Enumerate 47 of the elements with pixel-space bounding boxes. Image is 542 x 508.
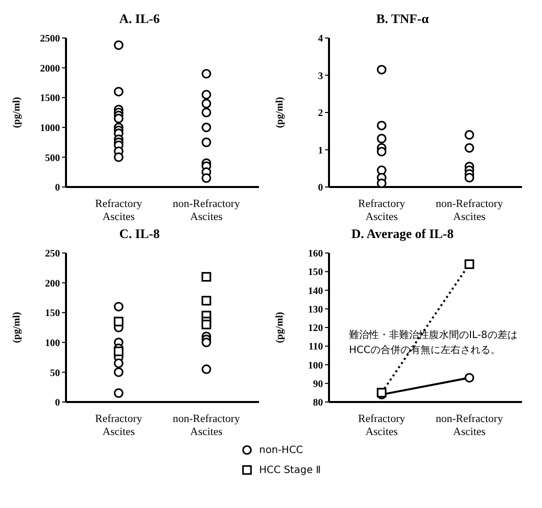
x-tick-label: non-Refractory Ascites bbox=[436, 413, 504, 438]
y-tick-label: 2000 bbox=[40, 63, 60, 74]
y-tick-label: 500 bbox=[45, 152, 60, 164]
y-tick-label: 140 bbox=[308, 286, 323, 297]
y-axis-title: (pg/ml) bbox=[274, 96, 286, 128]
y-tick-label: 3 bbox=[318, 70, 323, 82]
y-tick-label: 1500 bbox=[40, 93, 60, 104]
x-tick-label: Refractory Ascites bbox=[95, 198, 143, 223]
y-tick-label: 200 bbox=[45, 278, 60, 290]
y-tick-label: 160 bbox=[308, 248, 323, 260]
y-tick-label: 1000 bbox=[40, 122, 60, 134]
x-tick-label: Refractory Ascites bbox=[358, 198, 406, 223]
annotation: 難治性・非難治性腹水間のIL-8の差は HCCの合併の有無に左右される。 bbox=[349, 328, 518, 358]
y-tick-label: 150 bbox=[45, 308, 60, 320]
x-tick-label: Refractory Ascites bbox=[95, 413, 143, 438]
y-tick-label: 0 bbox=[55, 398, 60, 409]
y-tick-label: 110 bbox=[308, 342, 323, 353]
y-tick-label: 100 bbox=[308, 360, 323, 372]
y-tick-label: 150 bbox=[308, 267, 323, 278]
chart-title: C. IL-8 bbox=[118, 225, 161, 243]
legend-label: non-HCC bbox=[259, 444, 304, 456]
y-tick-label: 120 bbox=[308, 323, 323, 334]
y-tick-label: 0 bbox=[318, 182, 323, 194]
x-tick-label: non-Refractory Ascites bbox=[436, 198, 504, 223]
y-tick-label: 2500 bbox=[40, 34, 60, 45]
y-tick-label: 130 bbox=[308, 304, 323, 316]
y-axis-title: (pg/ml) bbox=[12, 96, 23, 128]
y-tick-label: 1 bbox=[318, 145, 323, 156]
x-tick-label: non-Refractory Ascites bbox=[172, 198, 240, 223]
x-tick-label: non-Refractory Ascites bbox=[172, 413, 240, 438]
y-tick-label: 100 bbox=[45, 338, 60, 349]
chart-title: D. Average of IL-8 bbox=[350, 225, 455, 243]
point bbox=[464, 259, 474, 269]
y-axis-title: (pg/ml) bbox=[274, 312, 286, 344]
y-tick-label: 2 bbox=[318, 108, 323, 120]
y-axis-title: (pg/ml) bbox=[12, 312, 23, 344]
chart-title: B. TNF-α bbox=[375, 10, 430, 28]
x-tick-label: Refractory Ascites bbox=[358, 413, 406, 438]
y-tick-label: 250 bbox=[45, 248, 60, 260]
y-tick-label: 90 bbox=[313, 378, 323, 390]
y-tick-label: 50 bbox=[50, 368, 60, 379]
y-tick-label: 4 bbox=[318, 34, 323, 45]
y-tick-label: 0 bbox=[55, 182, 60, 194]
y-tick-label: 80 bbox=[313, 398, 323, 409]
point bbox=[464, 372, 474, 383]
chart-title: A. IL-6 bbox=[118, 10, 161, 28]
legend-label: HCC Stage Ⅱ bbox=[259, 464, 321, 476]
